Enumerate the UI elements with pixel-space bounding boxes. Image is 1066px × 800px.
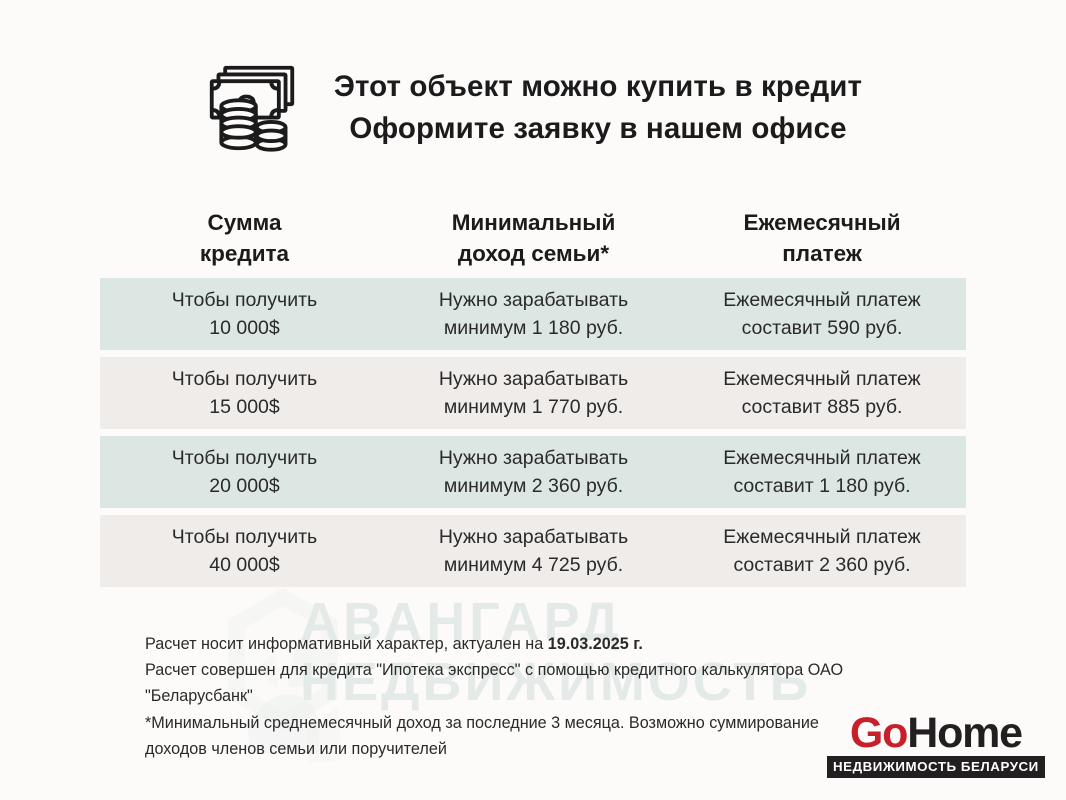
cell-monthly-payment: Ежемесячный платеж составит 2 360 руб. bbox=[723, 525, 921, 576]
header-title-block: Этот объект можно купить в кредит Оформи… bbox=[334, 66, 862, 150]
note-1-prefix: Расчет носит информативный характер, акт… bbox=[145, 635, 548, 653]
cell-monthly-payment: Ежемесячный платеж составит 590 руб. bbox=[723, 288, 921, 339]
gohome-logo[interactable]: GoHome НЕДВИЖИМОСТЬ БЕЛАРУСИ bbox=[827, 712, 1045, 778]
column-header-minimum-income: Минимальный доход семьи* bbox=[451, 210, 616, 266]
note-line-4: *Минимальный среднемесячный доход за пос… bbox=[145, 713, 819, 732]
disclaimer-notes: Расчет носит информативный характер, акт… bbox=[145, 631, 945, 762]
column-header-loan-amount: Сумма кредита bbox=[199, 210, 290, 266]
column-header-monthly-payment: Ежемесячный платеж bbox=[743, 210, 901, 266]
logo-wordmark: GoHome bbox=[827, 712, 1045, 755]
cell-monthly-payment: Ежемесячный платеж составит 1 180 руб. bbox=[723, 446, 921, 497]
page-title-line-1: Этот объект можно купить в кредит bbox=[333, 69, 863, 103]
money-banknotes-coins-icon bbox=[209, 65, 295, 152]
note-line-2: Расчет совершен для кредита "Ипотека экс… bbox=[145, 661, 844, 680]
table-row: Чтобы получить 20 000$ Нужно зарабатыват… bbox=[100, 436, 966, 508]
header-banner: Этот объект можно купить в кредит Оформи… bbox=[0, 62, 1066, 154]
credit-table: Сумма кредита Минимальный доход семьи* Е… bbox=[100, 200, 966, 594]
cell-loan-amount: Чтобы получить 15 000$ bbox=[171, 367, 318, 418]
note-line-3: "Беларусбанк" bbox=[145, 687, 253, 706]
cell-loan-amount: Чтобы получить 10 000$ bbox=[171, 288, 318, 339]
cell-loan-amount: Чтобы получить 20 000$ bbox=[171, 446, 318, 497]
page-title-line-2: Оформите заявку в нашем офисе bbox=[349, 112, 847, 145]
table-header-row: Сумма кредита Минимальный доход семьи* Е… bbox=[100, 200, 966, 278]
cell-minimum-income: Нужно зарабатывать минимум 1 180 руб. bbox=[438, 288, 629, 339]
logo-home-text: Home bbox=[907, 709, 1023, 757]
cell-minimum-income: Нужно зарабатывать минимум 4 725 руб. bbox=[438, 525, 629, 576]
note-1-date: 19.03.2025 г. bbox=[547, 635, 643, 653]
logo-tagline: НЕДВИЖИМОСТЬ БЕЛАРУСИ bbox=[827, 755, 1045, 778]
cell-monthly-payment: Ежемесячный платеж составит 885 руб. bbox=[723, 367, 921, 418]
cell-loan-amount: Чтобы получить 40 000$ bbox=[171, 525, 318, 576]
table-row: Чтобы получить 10 000$ Нужно зарабатыват… bbox=[100, 278, 966, 350]
note-line-5: доходов членов семьи или поручителей bbox=[145, 739, 447, 758]
cell-minimum-income: Нужно зарабатывать минимум 1 770 руб. bbox=[438, 367, 629, 418]
cell-minimum-income: Нужно зарабатывать минимум 2 360 руб. bbox=[438, 446, 629, 497]
logo-go-text: Go bbox=[849, 709, 909, 757]
table-row: Чтобы получить 40 000$ Нужно зарабатыват… bbox=[100, 515, 966, 587]
note-line-1: Расчет носит информативный характер, акт… bbox=[145, 631, 945, 657]
table-row: Чтобы получить 15 000$ Нужно зарабатыват… bbox=[100, 357, 966, 429]
